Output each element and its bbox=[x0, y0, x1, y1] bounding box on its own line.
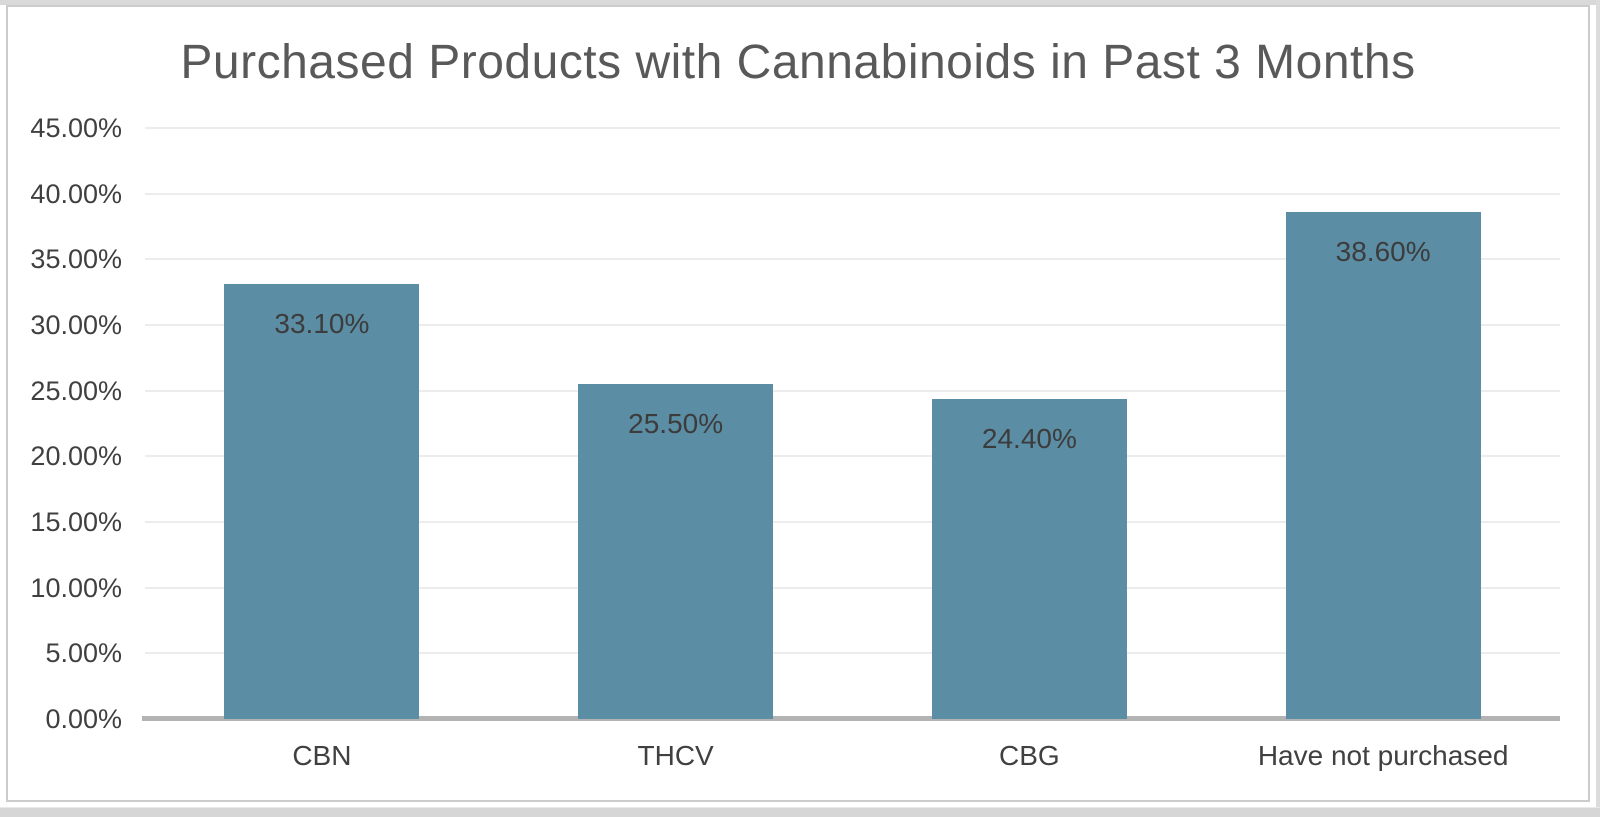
y-axis-tick-label: 40.00% bbox=[30, 178, 122, 209]
bottom-edge-strip bbox=[0, 807, 1600, 817]
bar bbox=[578, 384, 774, 719]
gridline bbox=[145, 586, 1560, 589]
bar bbox=[1285, 212, 1481, 719]
y-axis-tick-label: 35.00% bbox=[30, 244, 122, 275]
bar-data-label: 25.50% bbox=[628, 408, 724, 440]
gridline bbox=[145, 389, 1560, 392]
y-axis-tick-label: 25.00% bbox=[30, 375, 122, 406]
gridline bbox=[145, 455, 1560, 458]
gridline bbox=[145, 258, 1560, 261]
bar-data-label: 33.10% bbox=[274, 308, 370, 340]
gridline bbox=[145, 324, 1560, 326]
bar-data-label: 24.40% bbox=[981, 422, 1077, 454]
x-axis-category-label: CBG bbox=[999, 740, 1060, 771]
y-axis-tick-label: 0.00% bbox=[45, 704, 122, 734]
bar bbox=[224, 284, 420, 719]
right-edge-strip bbox=[1596, 0, 1600, 817]
y-axis-tick-label: 30.00% bbox=[30, 310, 122, 340]
gridline bbox=[145, 652, 1560, 655]
chart-title: Purchased Products with Cannabinoids in … bbox=[180, 36, 1416, 89]
x-axis-category-label: CBN bbox=[292, 740, 352, 771]
x-axis-category-label: Have not purchased bbox=[1257, 740, 1509, 771]
y-axis-tick-label: 5.00% bbox=[45, 638, 122, 669]
bar-data-label: 38.60% bbox=[1335, 236, 1431, 268]
gridline bbox=[145, 127, 1560, 129]
top-edge-strip bbox=[0, 0, 1600, 5]
gridline bbox=[145, 192, 1560, 195]
y-axis-tick-label: 20.00% bbox=[30, 441, 122, 472]
plot-area: 33.10% 25.50% 24.40% 38.60% bbox=[142, 127, 1560, 721]
x-axis-line bbox=[142, 716, 1560, 721]
y-axis-tick-label: 10.00% bbox=[30, 572, 122, 603]
y-axis-tick-label: 45.00% bbox=[30, 113, 122, 143]
gridline bbox=[145, 521, 1560, 523]
x-axis-category-label: THCV bbox=[637, 740, 714, 771]
y-axis-tick-label: 15.00% bbox=[30, 507, 122, 537]
bar bbox=[931, 398, 1127, 719]
